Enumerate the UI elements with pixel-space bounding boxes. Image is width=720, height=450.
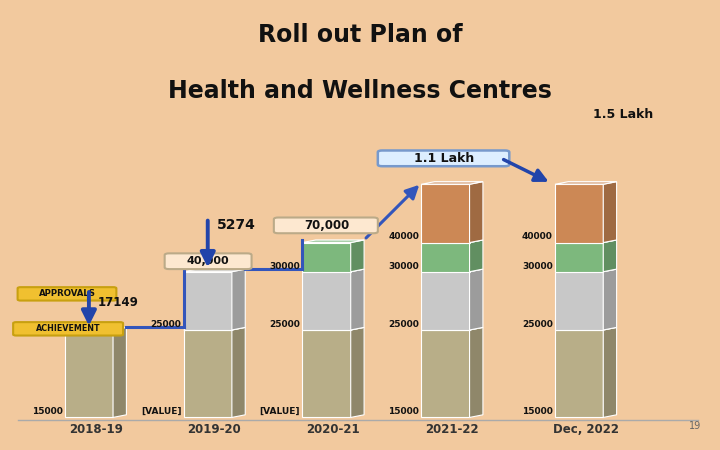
Polygon shape [232,269,246,330]
Polygon shape [351,328,364,418]
Text: 25000: 25000 [522,320,553,329]
Bar [421,330,469,418]
Polygon shape [232,328,246,418]
Polygon shape [302,269,364,272]
Polygon shape [603,269,616,330]
Bar [302,330,351,418]
Text: 2019-20: 2019-20 [187,423,241,436]
Text: 2020-21: 2020-21 [307,423,360,436]
Text: 30000: 30000 [388,261,419,270]
Polygon shape [555,240,616,243]
FancyBboxPatch shape [378,150,509,166]
Polygon shape [603,240,616,272]
Text: 5274: 5274 [217,218,256,232]
Polygon shape [113,328,127,418]
Text: 15000: 15000 [522,407,553,416]
Bar [555,243,603,272]
Text: 1.1 Lakh: 1.1 Lakh [414,152,474,165]
Polygon shape [555,269,616,272]
Text: 2018-19: 2018-19 [68,423,122,436]
Polygon shape [421,240,483,243]
Text: Dec, 2022: Dec, 2022 [553,423,618,436]
Text: 19: 19 [690,421,702,431]
Text: 40000: 40000 [522,232,553,241]
Polygon shape [555,182,616,184]
Bar [555,184,603,243]
Bar [421,184,469,243]
Polygon shape [65,328,127,330]
FancyBboxPatch shape [165,253,251,269]
Text: 70,000: 70,000 [304,219,349,232]
Polygon shape [302,240,364,243]
Polygon shape [421,182,483,184]
Bar [555,330,603,418]
Bar [184,330,232,418]
Text: 2021-22: 2021-22 [426,423,479,436]
Text: 25000: 25000 [150,320,181,329]
Text: 25000: 25000 [388,320,419,329]
Bar [302,243,351,272]
Bar [302,272,351,330]
Text: ACHIEVEMENT: ACHIEVEMENT [36,324,100,333]
Text: 17149: 17149 [98,297,139,310]
Text: 1.5 Lakh: 1.5 Lakh [593,108,653,121]
Polygon shape [184,269,246,272]
Text: 15000: 15000 [388,407,419,416]
Bar [555,272,603,330]
Text: APPROVALS: APPROVALS [38,289,96,298]
Polygon shape [184,328,246,330]
Text: Health and Wellness Centres: Health and Wellness Centres [168,79,552,103]
Polygon shape [351,240,364,272]
Bar [421,272,469,330]
Polygon shape [603,328,616,418]
FancyBboxPatch shape [13,322,123,336]
Bar [421,243,469,272]
Text: Roll out Plan of: Roll out Plan of [258,23,462,47]
Bar [184,272,232,330]
Bar [65,330,113,418]
Text: [VALUE]: [VALUE] [141,407,181,416]
Polygon shape [555,328,616,330]
Polygon shape [469,182,483,243]
Polygon shape [302,328,364,330]
Polygon shape [469,269,483,330]
Polygon shape [421,269,483,272]
Text: 30000: 30000 [522,261,553,270]
Text: 40,000: 40,000 [186,256,229,266]
Polygon shape [351,269,364,330]
Polygon shape [421,328,483,330]
FancyBboxPatch shape [274,217,378,233]
Text: 25000: 25000 [269,320,300,329]
FancyBboxPatch shape [556,107,690,122]
Text: 15000: 15000 [32,407,63,416]
Text: 40000: 40000 [388,232,419,241]
Text: [VALUE]: [VALUE] [260,407,300,416]
Polygon shape [603,182,616,243]
FancyBboxPatch shape [17,287,117,301]
Text: 30000: 30000 [269,261,300,270]
Polygon shape [469,328,483,418]
Polygon shape [469,240,483,272]
